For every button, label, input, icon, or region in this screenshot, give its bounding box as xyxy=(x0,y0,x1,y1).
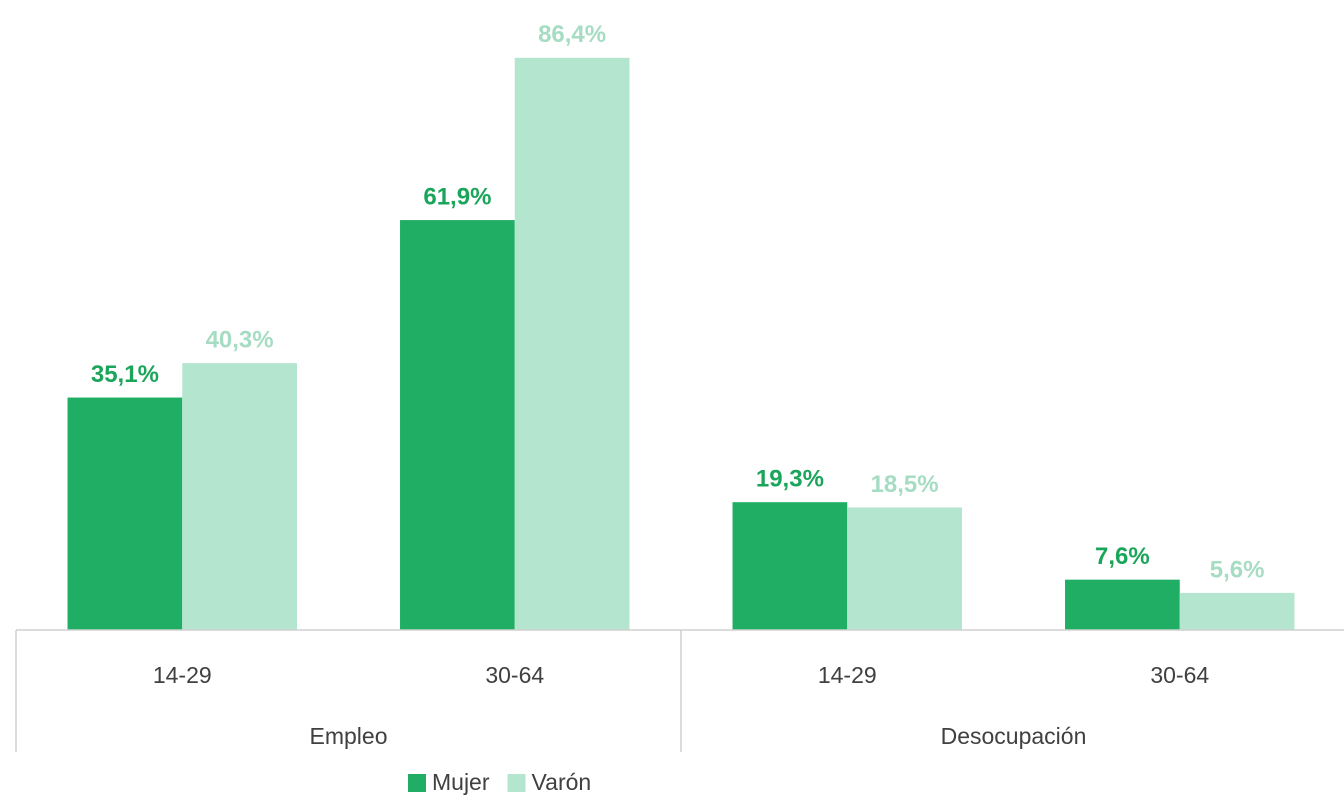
group-label: Empleo xyxy=(310,723,388,749)
legend-swatch xyxy=(507,774,526,792)
bar xyxy=(67,397,183,630)
value-label: 18,5% xyxy=(871,471,939,498)
bar xyxy=(514,57,630,630)
bar xyxy=(182,363,297,630)
value-label: 40,3% xyxy=(206,326,274,353)
bar xyxy=(847,507,962,630)
value-label: 35,1% xyxy=(91,361,159,388)
bar xyxy=(1179,592,1295,630)
x-tick-label: 30-64 xyxy=(1150,662,1209,688)
bar xyxy=(1065,579,1180,630)
legend-swatch xyxy=(408,774,426,792)
value-label: 7,6% xyxy=(1095,543,1150,570)
bar xyxy=(400,220,515,630)
x-tick-label: 30-64 xyxy=(485,662,544,688)
x-tick-label: 14-29 xyxy=(153,662,212,688)
legend-label: Varón xyxy=(532,769,592,795)
legend-label: Mujer xyxy=(432,769,490,795)
x-tick-label: 14-29 xyxy=(818,662,877,688)
group-label: Desocupación xyxy=(941,723,1087,749)
value-label: 86,4% xyxy=(538,21,606,48)
value-label: 5,6% xyxy=(1210,556,1265,583)
value-label: 19,3% xyxy=(756,466,824,493)
value-label: 61,9% xyxy=(423,183,491,210)
bar xyxy=(732,502,848,630)
